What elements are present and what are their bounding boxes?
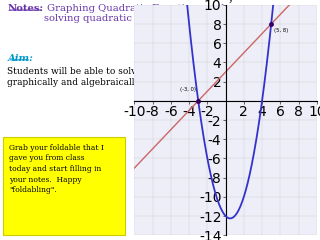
Text: Graphing Quadratic Functions and
solving quadratic linear systems algebraically: Graphing Quadratic Functions and solving… — [44, 4, 276, 24]
Text: Aim:: Aim: — [7, 54, 33, 63]
Text: Grab your foldable that I
gave you from class
today and start filling in
your no: Grab your foldable that I gave you from … — [9, 144, 104, 194]
Text: y: y — [228, 0, 232, 3]
Text: (5, 8): (5, 8) — [274, 28, 288, 33]
FancyBboxPatch shape — [3, 137, 125, 235]
Text: Students will be able to solve quadratic linear systems
graphically and algebrai: Students will be able to solve quadratic… — [7, 67, 258, 87]
Text: Notes:: Notes: — [7, 4, 44, 13]
Text: (-3, 0): (-3, 0) — [180, 87, 196, 92]
Text: x: x — [319, 92, 320, 98]
